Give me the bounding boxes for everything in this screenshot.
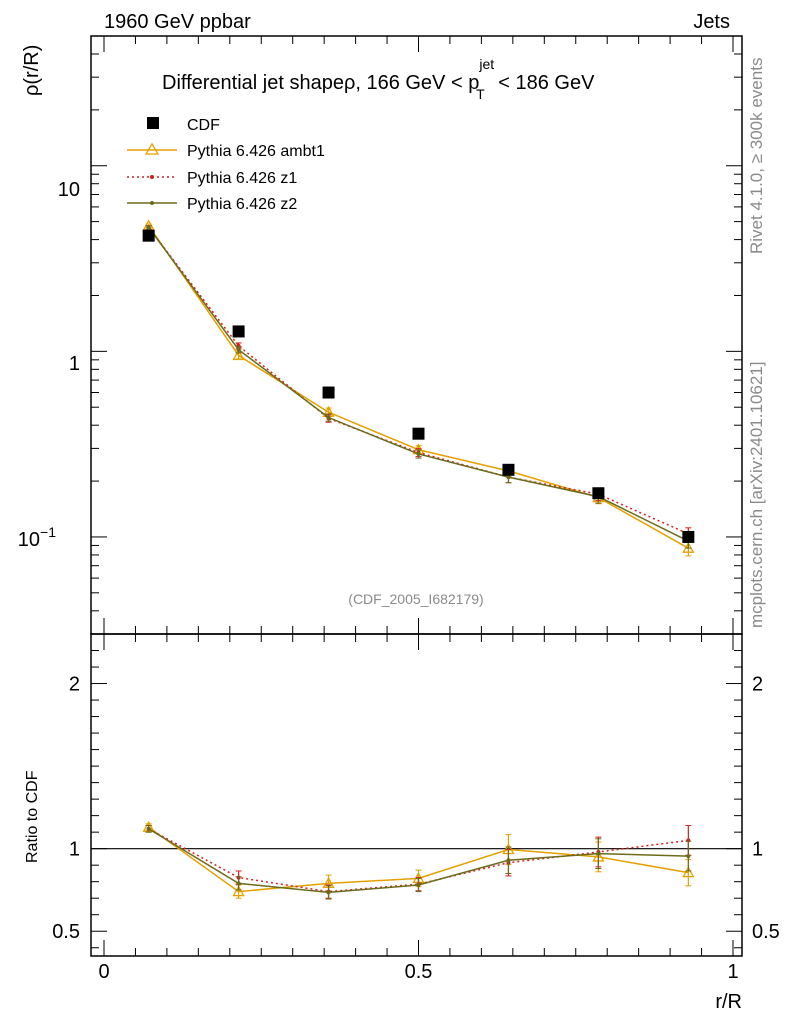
main-series-line xyxy=(148,227,689,535)
main-series-pythia-6.426-ambt1 xyxy=(142,219,695,557)
analysis-watermark: (CDF_2005_I682179) xyxy=(348,591,483,607)
header-left: 1960 GeV ppbar xyxy=(104,11,251,33)
legend-label-cdf: CDF xyxy=(187,117,220,134)
main-data-layer xyxy=(142,229,695,543)
legend-marker-z1 xyxy=(150,175,154,179)
xtick-label: 0.5 xyxy=(405,961,433,983)
main-ytick-label-0p1: 10−1 xyxy=(18,524,56,551)
ratio-plot-frame xyxy=(90,633,743,957)
ratio-point xyxy=(416,882,421,887)
xtick-label: 0 xyxy=(98,961,109,983)
main-point xyxy=(232,349,245,361)
main-ytick-label-0p1-exp: −1 xyxy=(40,524,56,540)
ratio-ytick-label-left: 1 xyxy=(69,839,80,861)
legend-marker-cdf xyxy=(147,117,159,129)
main-ytick-label-0p1-base: 10 xyxy=(18,529,40,551)
ratio-point xyxy=(682,866,695,878)
ratio-ytick-label-left: 0.5 xyxy=(52,921,80,943)
legend-label-z1: Pythia 6.426 z1 xyxy=(187,170,297,187)
main-ylabel: ρ(r/R) xyxy=(21,45,43,96)
cdf-data-point xyxy=(502,463,515,476)
ratio-series-pythia-6.426-z2 xyxy=(145,825,692,900)
cdf-data-point xyxy=(412,427,425,440)
main-title-end: < 186 GeV xyxy=(493,72,595,94)
ratio-point xyxy=(596,851,601,856)
ratio-ytick-label-right: 2 xyxy=(752,674,763,696)
legend-label-z2: Pythia 6.426 z2 xyxy=(187,196,297,213)
main-ytick-label-10: 10 xyxy=(58,179,80,201)
cdf-data-point xyxy=(232,325,245,338)
rivet-label: Rivet 4.1.0, ≥ 300k events xyxy=(747,58,766,254)
ratio-point xyxy=(686,854,691,859)
xtick-label: 1 xyxy=(727,961,738,983)
legend-marker-ambt1 xyxy=(144,142,160,155)
cdf-data-point xyxy=(142,229,155,242)
main-point xyxy=(236,347,241,352)
main-point xyxy=(506,475,511,480)
main-title-sub: T xyxy=(476,86,485,102)
legend: CDF Pythia 6.426 ambt1 Pythia 6.426 z1 P… xyxy=(127,117,325,213)
main-point xyxy=(326,415,331,420)
main-title-text: Differential jet shapeρ, 166 GeV < p xyxy=(162,72,479,94)
main-title: Differential jet shapeρ, 166 GeV < pjet T… xyxy=(162,56,595,102)
main-series-pythia-6.426-z1 xyxy=(145,225,692,541)
cdf-data-point xyxy=(592,487,605,500)
cdf-data-point xyxy=(682,530,695,543)
ratio-point xyxy=(146,826,151,831)
main-series-line xyxy=(148,225,689,549)
ratio-tick-labels: 0.5 0.5 1 1 2 2 0 0.5 1 xyxy=(52,674,780,983)
ratio-ytick-label-right: 0.5 xyxy=(752,921,780,943)
ratio-ytick-label-right: 1 xyxy=(752,839,763,861)
ratio-ylabel: Ratio to CDF xyxy=(24,770,41,863)
ratio-point xyxy=(232,885,245,897)
ratio-ytick-label-left: 2 xyxy=(69,674,80,696)
axis-ticks xyxy=(91,35,742,956)
mcplots-label: mcplots.cern.ch [arXiv:2401.10621] xyxy=(747,362,766,628)
main-series-pythia-6.426-z2 xyxy=(145,225,692,549)
header-right: Jets xyxy=(693,11,730,33)
legend-marker-z2 xyxy=(150,201,154,205)
ratio-point xyxy=(326,890,331,895)
main-point xyxy=(416,451,421,456)
main-title-sup: jet xyxy=(478,56,494,72)
main-series-layer xyxy=(142,219,695,557)
legend-label-ambt1: Pythia 6.426 ambt1 xyxy=(187,143,325,160)
cdf-data-point xyxy=(322,386,335,399)
ratio-point xyxy=(506,858,511,863)
ratio-point xyxy=(236,881,241,886)
main-series-line xyxy=(148,227,689,542)
ratio-xlabel: r/R xyxy=(715,991,742,1013)
ratio-series-layer xyxy=(142,820,695,900)
main-ytick-label-1: 1 xyxy=(69,353,80,375)
main-point xyxy=(146,225,151,230)
